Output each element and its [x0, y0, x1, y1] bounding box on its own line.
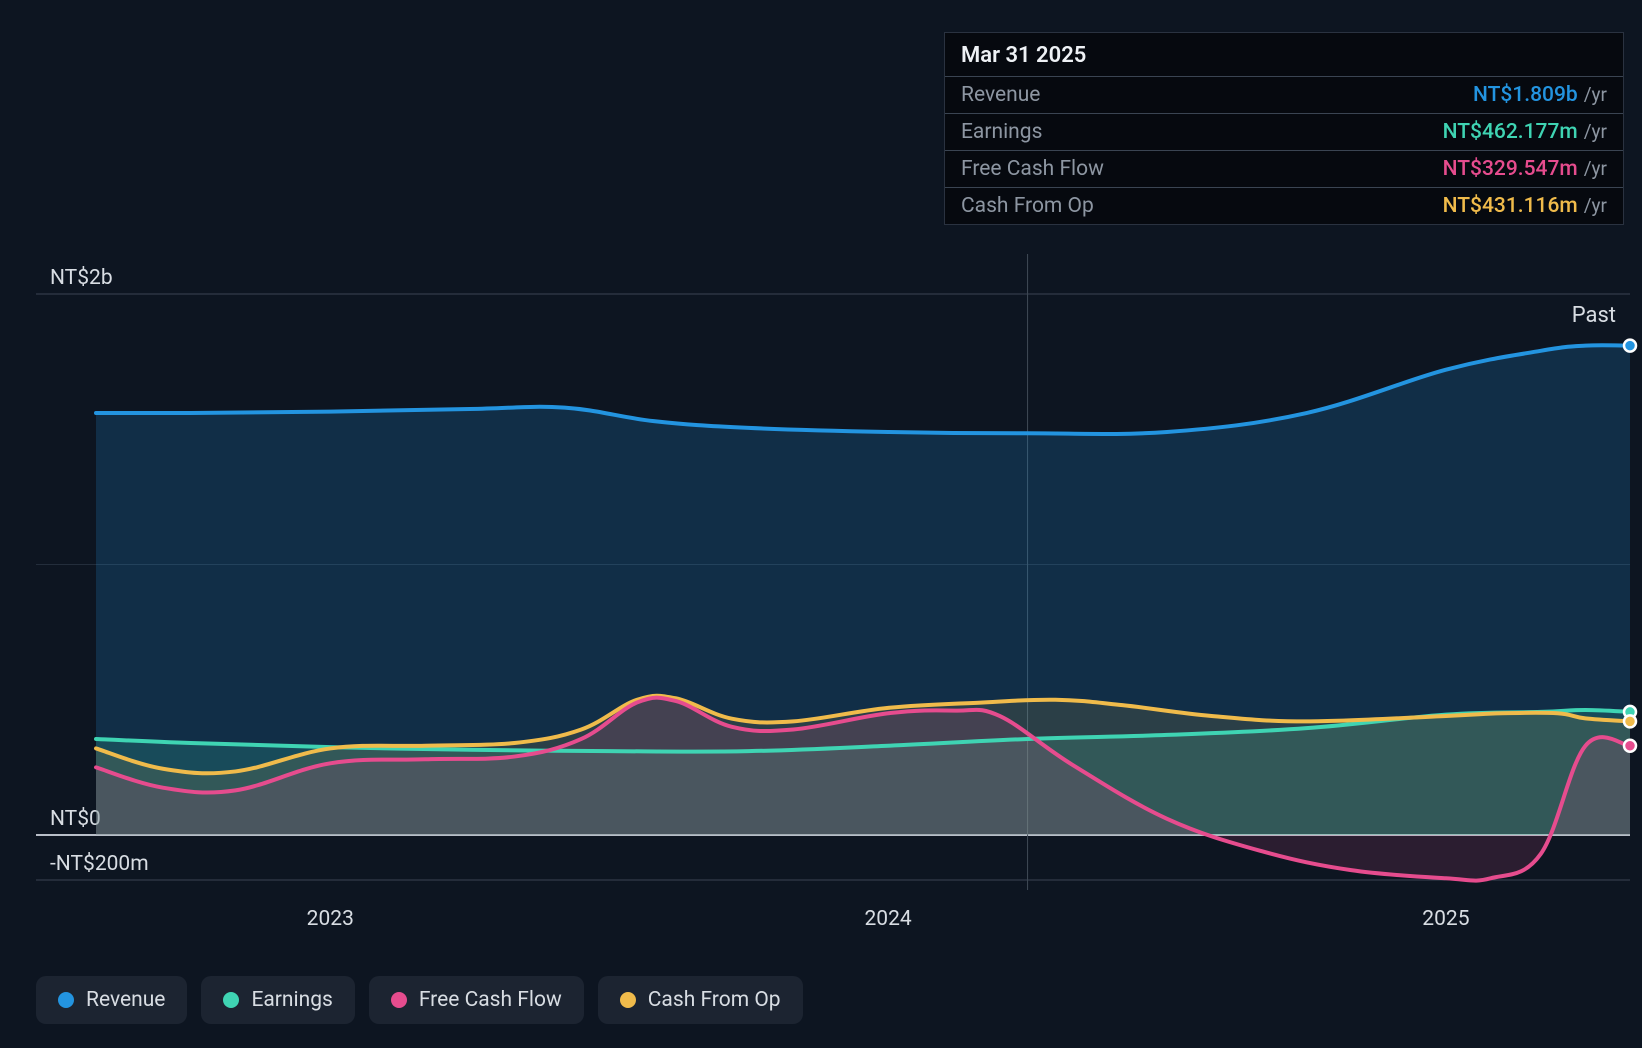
legend-item-earnings[interactable]: Earnings [201, 976, 354, 1024]
tooltip-row: Revenue NT$1.809b/yr [945, 77, 1623, 114]
tooltip-row-unit: /yr [1584, 120, 1607, 143]
tooltip-row: Earnings NT$462.177m/yr [945, 114, 1623, 151]
x-tick-label: 2023 [307, 907, 354, 931]
y-tick-label: NT$0 [50, 807, 101, 831]
legend: Revenue Earnings Free Cash Flow Cash From O… [36, 976, 803, 1024]
tooltip-row-label: Earnings [961, 120, 1042, 144]
past-label: Past [1572, 303, 1616, 328]
legend-dot-icon [620, 992, 636, 1008]
legend-label: Revenue [86, 988, 165, 1012]
x-tick-label: 2024 [864, 907, 911, 931]
legend-dot-icon [223, 992, 239, 1008]
tooltip-row-unit: /yr [1584, 194, 1607, 217]
tooltip-row-label: Free Cash Flow [961, 157, 1104, 181]
tooltip: Mar 31 2025 Revenue NT$1.809b/yr Earnings N… [944, 32, 1624, 225]
legend-label: Earnings [251, 988, 332, 1012]
tooltip-row: Free Cash Flow NT$329.547m/yr [945, 151, 1623, 188]
y-tick-label: NT$2b [50, 266, 113, 290]
tooltip-row: Cash From Op NT$431.116m/yr [945, 188, 1623, 224]
legend-label: Cash From Op [648, 988, 781, 1012]
tooltip-row-value: NT$462.177m [1443, 120, 1578, 144]
tooltip-row-label: Revenue [961, 83, 1040, 107]
tooltip-date: Mar 31 2025 [945, 33, 1623, 77]
tooltip-row-value: NT$1.809b [1473, 83, 1578, 107]
tooltip-row-value: NT$431.116m [1443, 194, 1578, 218]
legend-item-fcf[interactable]: Free Cash Flow [369, 976, 584, 1024]
y-tick-label: -NT$200m [50, 852, 149, 876]
legend-item-cash_op[interactable]: Cash From Op [598, 976, 803, 1024]
legend-item-revenue[interactable]: Revenue [36, 976, 187, 1024]
tooltip-row-unit: /yr [1584, 83, 1607, 106]
tooltip-row-label: Cash From Op [961, 194, 1094, 218]
tooltip-row-value: NT$329.547m [1443, 157, 1578, 181]
legend-dot-icon [391, 992, 407, 1008]
legend-label: Free Cash Flow [419, 988, 562, 1012]
legend-dot-icon [58, 992, 74, 1008]
x-tick-label: 2025 [1422, 907, 1469, 931]
tooltip-row-unit: /yr [1584, 157, 1607, 180]
